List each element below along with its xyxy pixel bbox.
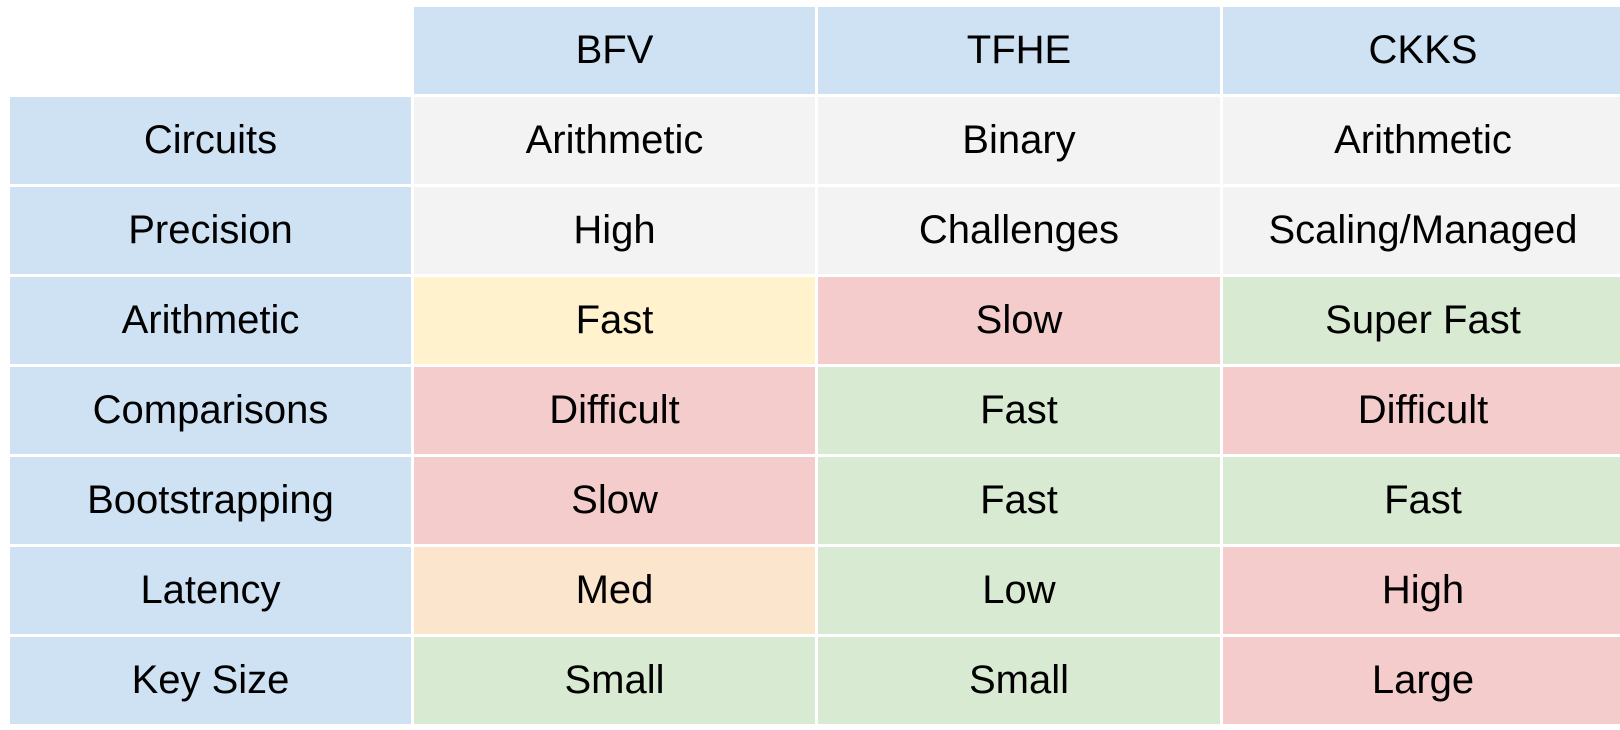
cell-comparisons-bfv: Difficult xyxy=(414,367,815,454)
cell-arithmetic-bfv: Fast xyxy=(414,277,815,364)
cell-precision-tfhe: Challenges xyxy=(818,187,1220,274)
cell-arithmetic-tfhe: Slow xyxy=(818,277,1220,364)
row-label-bootstrapping: Bootstrapping xyxy=(10,457,411,544)
column-header-ckks: CKKS xyxy=(1223,7,1620,94)
cell-precision-bfv: High xyxy=(414,187,815,274)
row-label-circuits: Circuits xyxy=(10,97,411,184)
column-header-tfhe: TFHE xyxy=(818,7,1220,94)
cell-arithmetic-ckks: Super Fast xyxy=(1223,277,1620,364)
comparison-table: BFV TFHE CKKS Circuits Arithmetic Binary… xyxy=(10,7,1620,724)
cell-key-size-bfv: Small xyxy=(414,637,815,724)
row-label-arithmetic: Arithmetic xyxy=(10,277,411,364)
cell-latency-ckks: High xyxy=(1223,547,1620,634)
cell-key-size-tfhe: Small xyxy=(818,637,1220,724)
cell-latency-bfv: Med xyxy=(414,547,815,634)
cell-circuits-ckks: Arithmetic xyxy=(1223,97,1620,184)
row-label-key-size: Key Size xyxy=(10,637,411,724)
cell-bootstrapping-bfv: Slow xyxy=(414,457,815,544)
cell-circuits-bfv: Arithmetic xyxy=(414,97,815,184)
cell-bootstrapping-ckks: Fast xyxy=(1223,457,1620,544)
cell-precision-ckks: Scaling/Managed xyxy=(1223,187,1620,274)
cell-comparisons-tfhe: Fast xyxy=(818,367,1220,454)
cell-bootstrapping-tfhe: Fast xyxy=(818,457,1220,544)
row-label-precision: Precision xyxy=(10,187,411,274)
corner-cell xyxy=(10,7,411,94)
column-header-bfv: BFV xyxy=(414,7,815,94)
row-label-latency: Latency xyxy=(10,547,411,634)
cell-latency-tfhe: Low xyxy=(818,547,1220,634)
cell-comparisons-ckks: Difficult xyxy=(1223,367,1620,454)
cell-key-size-ckks: Large xyxy=(1223,637,1620,724)
cell-circuits-tfhe: Binary xyxy=(818,97,1220,184)
row-label-comparisons: Comparisons xyxy=(10,367,411,454)
